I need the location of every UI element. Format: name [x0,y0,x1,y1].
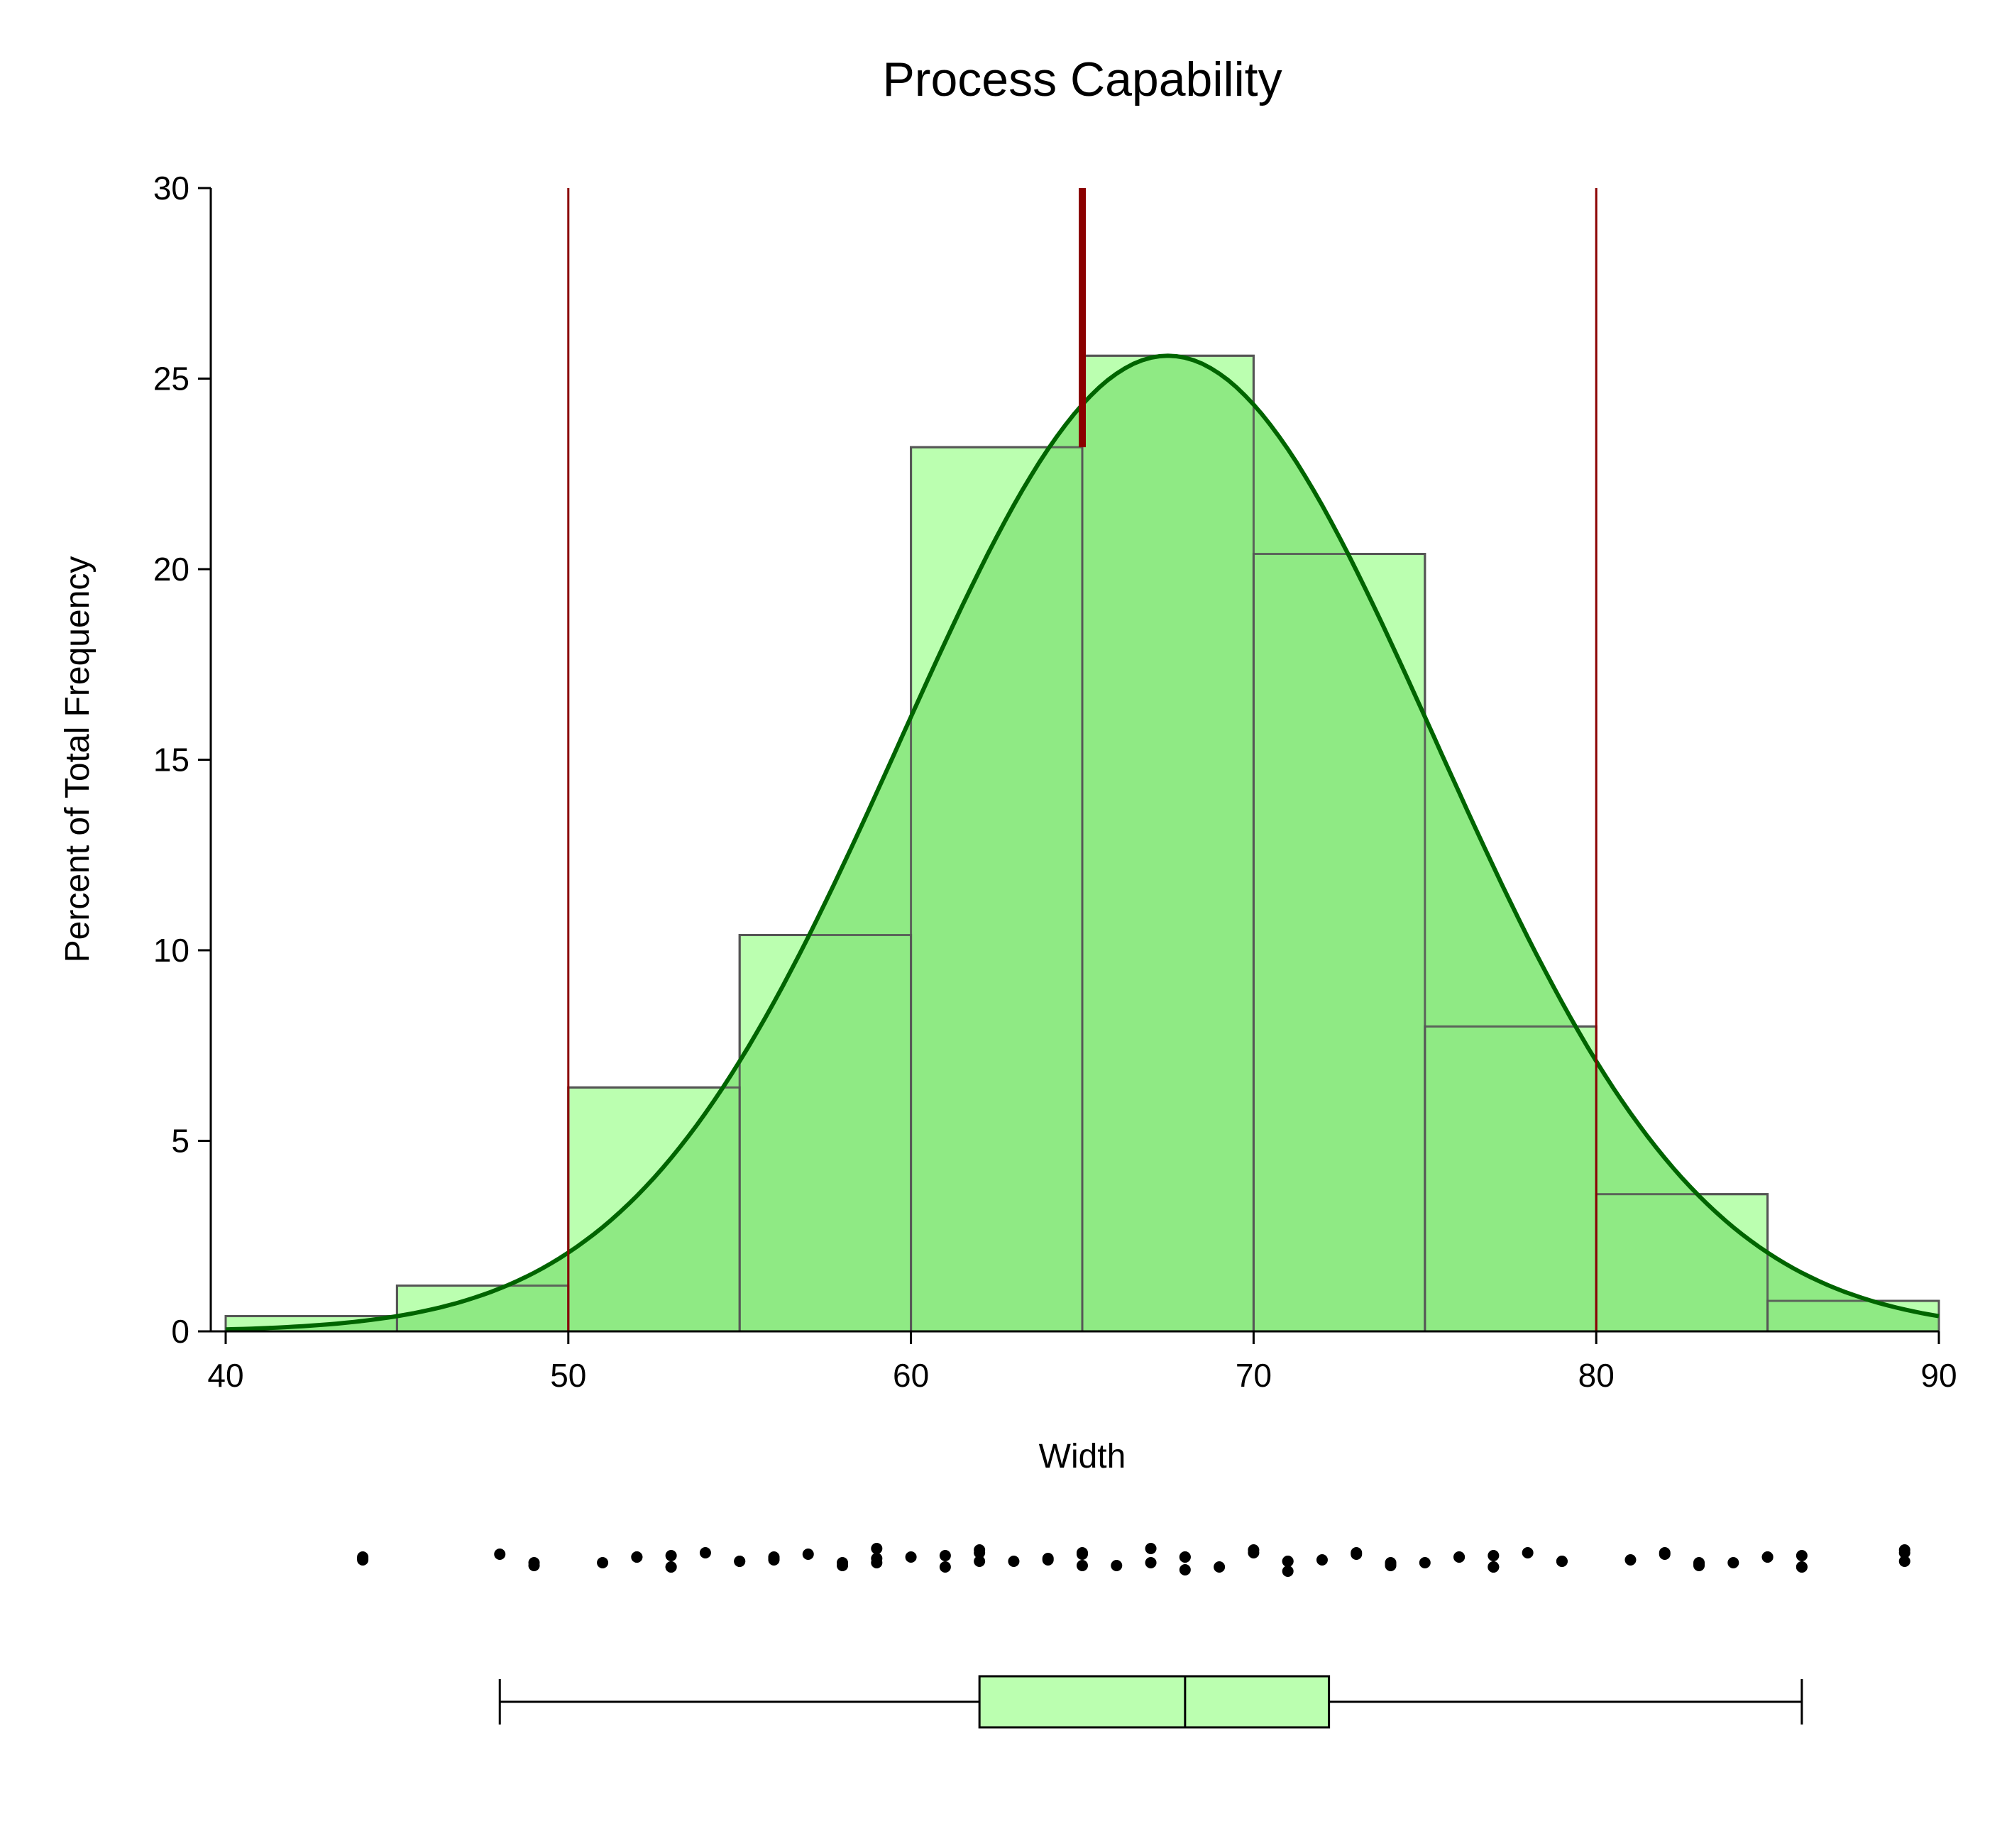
strip-dot-14-1 [974,1544,986,1556]
strip-dot-17-1 [1077,1547,1088,1558]
strip-dot-37-1 [1796,1550,1808,1561]
strip-dot-22-1 [1248,1544,1260,1556]
strip-dot-24-0 [1316,1554,1328,1566]
y-axis-label: Percent of Total Frequency [59,556,97,963]
strip-dot-23-1 [1282,1556,1294,1567]
y-tick-label-0: 0 [171,1313,189,1350]
strip-dot-34-2 [1693,1558,1705,1570]
strip-dot-11-1 [871,1543,883,1554]
strip-dot-13-1 [939,1550,951,1561]
strip-dot-10-1 [837,1557,849,1568]
strip-dot-3-0 [597,1557,609,1568]
strip-dot-4-1 [631,1551,643,1563]
strip-dot-21-0 [1214,1561,1226,1573]
strip-dot-2-1 [528,1557,540,1568]
y-tick-label-1: 5 [171,1123,189,1160]
strip-dot-27-0 [1419,1557,1431,1568]
strip-dot-29-1 [1488,1550,1500,1561]
y-tick-label-5: 25 [153,361,189,397]
strip-dot-11-2 [871,1553,883,1564]
y-tick-label-2: 10 [153,932,189,969]
strip-dot-5-2 [665,1561,677,1573]
y-tick-label-6: 30 [153,170,189,207]
x-tick-label-0: 40 [207,1357,243,1394]
strip-dot-28-1 [1453,1551,1466,1563]
strip-dot-17-2 [1077,1560,1088,1571]
strip-dot-38-2 [1898,1556,1910,1567]
strip-dot-8-2 [768,1551,780,1563]
strip-dot-23-2 [1282,1566,1294,1577]
strip-dot-13-0 [939,1561,951,1573]
strip-dot-35-0 [1727,1557,1739,1568]
strip-dot-38-1 [1898,1544,1910,1556]
strip-dot-29-2 [1488,1561,1500,1573]
axes: 0 5 10 15 20 25 30 40 50 60 70 80 90 [153,170,1957,1394]
normal-curve [224,353,1940,1333]
x-axis-label: Width [1039,1438,1126,1475]
strip-dot-12-0 [905,1551,917,1563]
strip-dot-20-1 [1179,1551,1191,1563]
strip-dot-15-0 [1008,1556,1020,1567]
strip-dot-18-0 [1111,1560,1123,1571]
strip-dot-37-2 [1796,1561,1808,1573]
strip-dot-0-2 [357,1551,369,1563]
strip-dot-32-0 [1624,1554,1637,1566]
strip-dot-9-0 [802,1549,814,1560]
x-tick-label-3: 70 [1236,1357,1272,1394]
strip-dot-36-1 [1761,1551,1774,1563]
strip-dot-20-2 [1179,1564,1191,1575]
strip-dot-16-1 [1042,1553,1054,1564]
spec-limit-lines [567,188,1598,1331]
strip-dot-7-1 [734,1556,746,1567]
strip-dot-14-2 [974,1556,986,1567]
chart-title: Process Capability [882,53,1282,106]
y-tick-label-4: 20 [153,551,189,588]
box-plot [498,1675,1803,1729]
strip-dot-6-0 [699,1547,711,1558]
strip-dot-5-1 [665,1550,677,1561]
interquartile-box [978,1675,1331,1729]
x-tick-label-1: 50 [550,1357,586,1394]
strip-dot-1-0 [494,1549,506,1560]
x-tick-label-2: 60 [893,1357,929,1394]
strip-dot-19-0 [1145,1557,1157,1568]
strip-dot-33-1 [1659,1547,1671,1558]
y-tick-label-3: 15 [153,742,189,779]
x-tick-label-5: 90 [1920,1357,1957,1394]
strip-dot-30-0 [1522,1547,1534,1558]
strip-dot-25-1 [1351,1547,1363,1558]
strip-dot-31-1 [1556,1556,1568,1567]
x-tick-label-4: 80 [1578,1357,1615,1394]
strip-dot-19-1 [1145,1543,1157,1554]
strip-dot-26-2 [1385,1558,1397,1570]
strip-plot [357,1543,1910,1577]
